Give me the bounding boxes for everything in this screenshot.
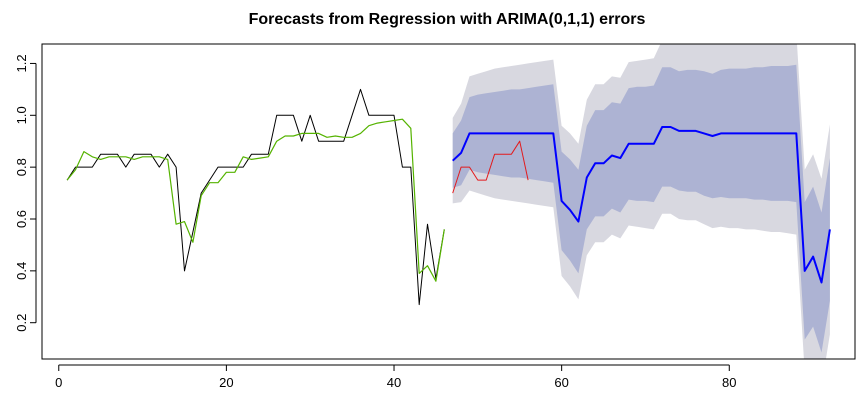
y-axis: 0.2 0.4 0.6 0.8 1.0 1.2 <box>14 54 37 332</box>
y-tick-label: 1.0 <box>14 106 29 124</box>
y-tick-label: 0.4 <box>14 262 29 280</box>
forecast_mean-line <box>452 126 831 284</box>
y-tick-label: 1.2 <box>14 54 29 72</box>
y-tick-label: 0.6 <box>14 210 29 228</box>
x-tick-label: 80 <box>722 375 736 390</box>
observed-line <box>66 88 445 306</box>
series-lines <box>66 88 831 306</box>
x-tick-label: 60 <box>554 375 568 390</box>
prediction-intervals <box>452 44 830 359</box>
x-axis: 0 20 40 60 80 <box>55 364 737 390</box>
y-tick-label: 0.2 <box>14 314 29 332</box>
x-tick-label: 20 <box>219 375 233 390</box>
x-tick-label: 0 <box>55 375 62 390</box>
band-80 <box>452 64 830 353</box>
y-tick-label: 0.8 <box>14 158 29 176</box>
chart-title: Forecasts from Regression with ARIMA(0,1… <box>249 11 646 28</box>
plot-frame <box>41 43 856 360</box>
x-tick-label: 40 <box>387 375 401 390</box>
test_actual-line <box>452 140 529 194</box>
fitted-line <box>66 118 445 282</box>
